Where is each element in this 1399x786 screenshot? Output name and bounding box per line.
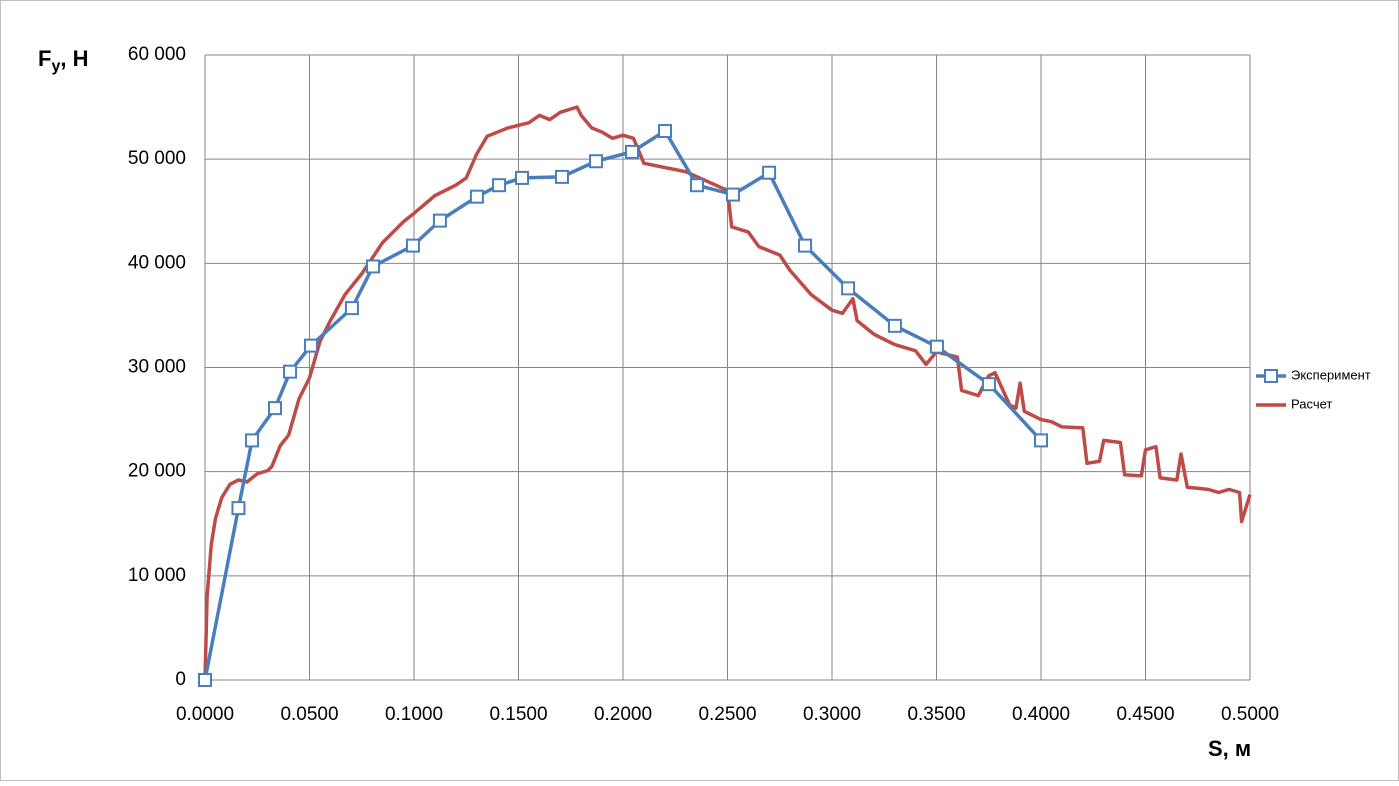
x-tick-label: 0.3500 — [907, 704, 965, 725]
y-axis-label: Fy, H — [38, 46, 88, 75]
y-tick-label: 30 000 — [128, 357, 186, 378]
x-tick-label: 0.2500 — [698, 704, 756, 725]
point-marker — [1034, 433, 1048, 448]
point-marker — [589, 154, 604, 169]
x-axis-label: S, м — [1208, 736, 1251, 761]
y-tick-label: 50 000 — [128, 148, 186, 169]
x-tick-label: 0.2000 — [594, 704, 652, 725]
x-tick-label: 0.4500 — [1116, 704, 1174, 725]
point-marker — [689, 178, 704, 193]
x-tick-label: 0.0500 — [280, 704, 338, 725]
y-label-main: F — [38, 46, 51, 71]
x-tick-label: 0.1000 — [385, 704, 443, 725]
y-tick-label: 20 000 — [128, 461, 186, 482]
point-marker — [303, 338, 318, 353]
legend-marker — [1264, 369, 1278, 383]
legend-label: Эксперимент — [1291, 367, 1371, 382]
x-tick-label: 0.3000 — [803, 704, 861, 725]
point-marker — [231, 501, 246, 516]
point-marker — [405, 238, 420, 253]
point-marker — [283, 364, 298, 379]
point-marker — [981, 377, 996, 392]
y-label-suffix: , H — [60, 46, 88, 71]
point-marker — [624, 144, 639, 159]
point-marker — [245, 433, 260, 448]
legend-label: Расчет — [1291, 396, 1332, 411]
point-marker — [198, 673, 212, 687]
point-marker — [887, 318, 902, 333]
x-tick-label: 0.5000 — [1221, 704, 1279, 725]
x-tick-label: 0.0000 — [176, 704, 234, 725]
y-tick-label: 10 000 — [128, 565, 186, 586]
point-marker — [658, 124, 673, 139]
point-marker — [762, 165, 777, 180]
point-marker — [725, 187, 740, 202]
y-tick-label: 40 000 — [128, 252, 186, 273]
point-marker — [554, 169, 569, 184]
point-marker — [268, 401, 283, 416]
point-marker — [492, 178, 507, 193]
point-marker — [515, 170, 530, 185]
point-marker — [798, 238, 813, 253]
point-marker — [366, 259, 381, 274]
point-marker — [344, 301, 359, 316]
series-line — [203, 105, 1252, 681]
y-label-subscript: y — [51, 58, 60, 75]
point-marker — [469, 189, 484, 204]
y-tick-label: 60 000 — [128, 44, 186, 65]
point-marker — [432, 213, 447, 228]
point-marker — [929, 339, 944, 354]
x-tick-label: 0.4000 — [1012, 704, 1070, 725]
point-marker — [841, 281, 856, 296]
x-tick-label: 0.1500 — [489, 704, 547, 725]
y-tick-label: 0 — [175, 669, 186, 690]
